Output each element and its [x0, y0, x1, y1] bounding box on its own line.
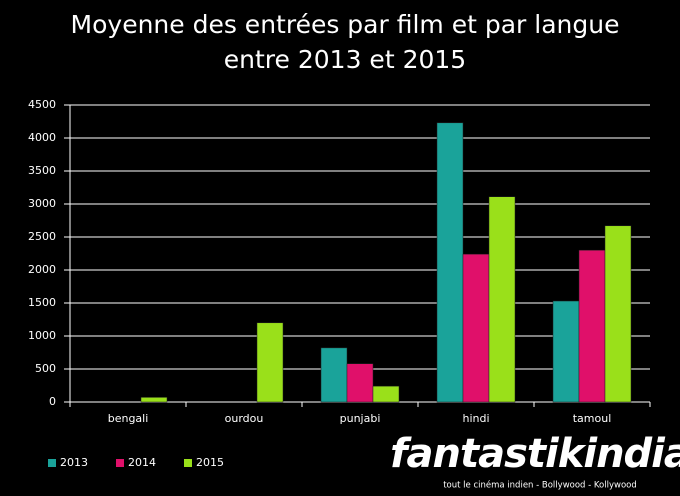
y-tick-label: 500 [35, 362, 56, 375]
bar [256, 322, 284, 403]
logo-name: fantastikindia [390, 431, 680, 477]
y-tick-label: 4500 [28, 98, 56, 111]
legend-swatch [116, 459, 124, 467]
bar [604, 225, 632, 403]
legend-swatch [184, 459, 192, 467]
legend-label: 2014 [128, 456, 156, 469]
legend-label: 2015 [196, 456, 224, 469]
chart-title: entre 2013 et 2015 [224, 45, 466, 74]
bar [488, 196, 516, 403]
bar [436, 122, 464, 403]
legend-swatch [48, 459, 56, 467]
logo-tagline: tout le cinéma indien - Bollywood - Koll… [443, 480, 637, 491]
y-tick-label: 4000 [28, 131, 56, 144]
y-tick-label: 2500 [28, 230, 56, 243]
y-tick-label: 0 [49, 395, 56, 408]
x-tick-label: bengali [108, 412, 149, 425]
x-tick-label: hindi [462, 412, 489, 425]
y-tick-label: 1000 [28, 329, 56, 342]
y-tick-label: 1500 [28, 296, 56, 309]
x-tick-label: ourdou [225, 412, 264, 425]
y-tick-label: 3000 [28, 197, 56, 210]
bar [346, 363, 374, 403]
bar [140, 397, 168, 403]
legend-label: 2013 [60, 456, 88, 469]
x-tick-label: tamoul [573, 412, 612, 425]
chart-title: Moyenne des entrées par film et par lang… [71, 10, 620, 39]
bar [552, 300, 580, 403]
x-tick-label: punjabi [340, 412, 381, 425]
bar [372, 385, 400, 403]
y-tick-label: 3500 [28, 164, 56, 177]
bar [578, 249, 606, 403]
bar [462, 253, 490, 403]
y-tick-label: 2000 [28, 263, 56, 276]
bar [320, 347, 348, 403]
